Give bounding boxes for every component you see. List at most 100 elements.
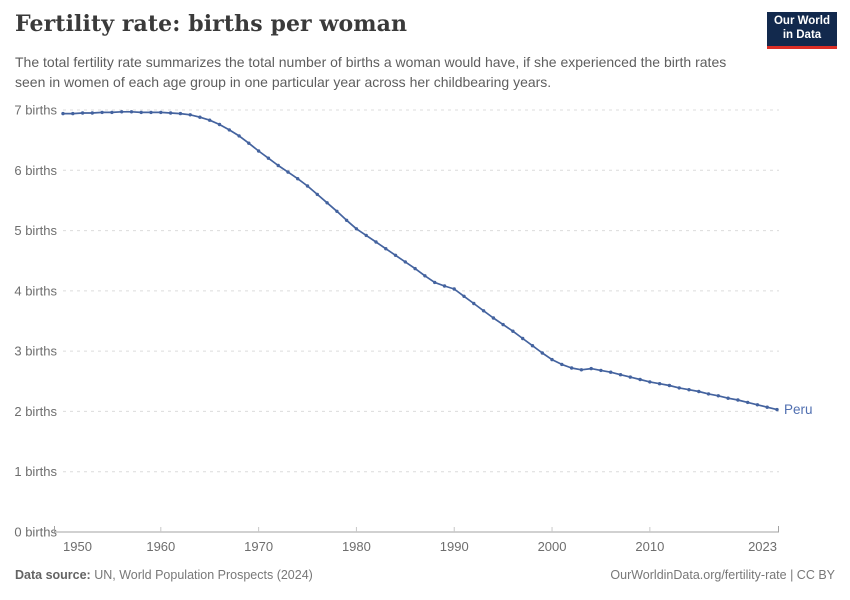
data-point (384, 247, 388, 251)
x-axis-tick-label: 2023 (748, 539, 777, 554)
y-axis-tick-label: 6 births (14, 163, 57, 178)
data-point (423, 274, 427, 278)
data-point (120, 110, 124, 114)
data-point (530, 344, 535, 348)
data-point (393, 253, 398, 257)
data-point (100, 110, 104, 115)
data-source: Data source: UN, World Population Prospe… (15, 568, 313, 582)
data-point (628, 375, 632, 379)
data-point (168, 111, 173, 115)
data-point (413, 266, 417, 271)
data-point (325, 201, 329, 205)
owid-logo-line2: in Data (782, 28, 822, 41)
data-point (276, 163, 280, 168)
data-point (129, 110, 134, 114)
data-point (560, 362, 564, 367)
data-point (71, 111, 75, 116)
data-point (208, 118, 212, 122)
data-point (344, 218, 349, 222)
y-axis-tick-label: 5 births (14, 223, 57, 238)
data-point (540, 351, 544, 355)
data-point (256, 149, 261, 153)
data-point (315, 192, 319, 197)
data-point (755, 403, 760, 407)
data-point (706, 392, 711, 396)
data-point (726, 396, 730, 400)
y-axis-tick-label: 4 births (14, 283, 57, 298)
data-point (765, 405, 769, 409)
data-point (110, 110, 114, 115)
data-point (511, 329, 515, 333)
data-point (159, 110, 163, 115)
owid-logo-line1: Our World (773, 15, 830, 27)
data-point (198, 115, 202, 119)
data-point (599, 368, 603, 373)
y-axis-tick-label: 3 births (14, 344, 57, 359)
x-axis-tick-label: 1980 (342, 539, 371, 554)
data-point (452, 287, 456, 291)
data-point (589, 366, 593, 371)
data-source-value: UN, World Population Prospects (2024) (90, 568, 313, 582)
owid-logo[interactable]: Our World in Data (767, 12, 837, 49)
data-point (472, 301, 476, 306)
data-point (501, 322, 505, 327)
data-point (648, 380, 652, 384)
data-point (746, 400, 750, 405)
data-point (227, 128, 231, 132)
x-axis-tick-label: 1960 (146, 539, 175, 554)
data-point (521, 336, 525, 341)
y-axis-tick-label: 2 births (14, 404, 57, 419)
data-point (462, 294, 466, 298)
data-point (364, 233, 368, 238)
data-point (433, 280, 437, 285)
data-line-peru (62, 110, 778, 411)
data-point (481, 309, 486, 313)
x-axis-tick-label: 1970 (244, 539, 273, 554)
data-point (677, 386, 681, 390)
data-point (569, 366, 574, 370)
data-point (305, 184, 310, 188)
y-axis-tick-label: 1 births (14, 464, 57, 479)
data-point (247, 141, 251, 145)
chart-subtitle: The total fertility rate summarizes the … (15, 54, 727, 90)
x-axis-tick-label: 1950 (63, 539, 92, 554)
entity-label[interactable]: Peru (784, 402, 813, 417)
chart-footer: Data source: UN, World Population Prospe… (15, 568, 835, 582)
data-point (149, 110, 153, 115)
data-point (90, 111, 95, 115)
data-point (579, 368, 584, 372)
y-axis-tick-label: 0 births (14, 525, 57, 540)
data-point (217, 122, 222, 127)
data-point (687, 388, 691, 392)
data-point (296, 177, 300, 181)
data-point (442, 284, 447, 288)
data-point (139, 110, 143, 115)
data-point (237, 134, 241, 138)
data-point (266, 156, 271, 160)
data-point (491, 316, 496, 320)
data-point (550, 357, 554, 362)
data-source-label: Data source: (15, 568, 91, 582)
page-title: Fertility rate: births per woman (15, 11, 408, 37)
x-axis-tick-label: 2000 (538, 539, 567, 554)
data-point (374, 240, 378, 244)
data-point (736, 398, 740, 402)
data-point (80, 111, 85, 115)
data-point (667, 383, 672, 388)
data-point (638, 377, 642, 382)
data-point (403, 260, 407, 264)
data-point (618, 373, 623, 377)
y-axis-tick-label: 7 births (14, 103, 57, 118)
x-axis-tick-label: 1990 (440, 539, 469, 554)
data-point (335, 209, 339, 213)
data-point (188, 113, 192, 117)
footer-link[interactable]: OurWorldinData.org/fertility-rate | CC B… (610, 568, 835, 582)
data-point (61, 111, 65, 116)
data-point (286, 170, 290, 174)
data-point (716, 394, 720, 398)
x-axis-tick-label: 2010 (635, 539, 664, 554)
data-point (775, 407, 779, 412)
data-point (697, 389, 701, 394)
